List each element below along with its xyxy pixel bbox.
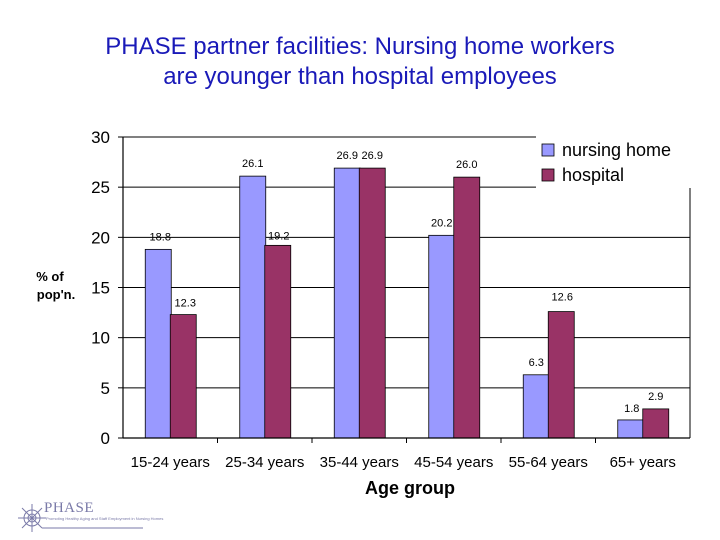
bar-value-label: 19.2	[268, 230, 289, 242]
bar-hospital	[453, 176, 481, 439]
bar-nursing-home	[617, 419, 645, 439]
y-tick-label: 0	[101, 429, 110, 448]
legend-swatch-hospital	[541, 168, 555, 182]
chart-title: PHASE partner facilities: Nursing home w…	[0, 32, 720, 92]
x-tick-label: 65+ years	[610, 454, 676, 471]
bar-nursing-home	[239, 175, 267, 439]
y-tick-label: 5	[101, 379, 110, 398]
y-axis-label-line-2: pop'n.	[37, 287, 75, 302]
chart-title-line-1: PHASE partner facilities: Nursing home w…	[105, 33, 615, 60]
chart-title-line-2: are younger than hospital employees	[163, 63, 557, 90]
y-tick-label: 25	[91, 178, 110, 197]
y-tick-label: 30	[91, 128, 110, 147]
logo-tagline: Promoting Healthy Aging and Staff Employ…	[46, 516, 164, 521]
bar-hospital	[169, 314, 197, 439]
legend-box	[536, 133, 696, 188]
bar-value-label: 20.2	[431, 217, 452, 229]
x-tick-label: 45-54 years	[414, 454, 493, 471]
y-tick-label: 15	[91, 279, 110, 298]
bar-hospital	[264, 244, 292, 439]
x-axis-label: Age group	[365, 478, 455, 498]
phase-logo-icon	[18, 504, 143, 532]
y-axis-label-line-1: % of	[36, 269, 64, 284]
bar-nursing-home	[333, 167, 361, 439]
x-tick-label: 15-24 years	[131, 454, 210, 471]
bar-value-label: 6.3	[529, 357, 544, 369]
bar-value-label: 26.9	[337, 150, 358, 162]
bar-value-label: 26.9	[362, 150, 383, 162]
bar-nursing-home	[144, 248, 172, 439]
legend-label-nursing-home: nursing home	[562, 140, 671, 160]
bar-hospital	[642, 408, 670, 439]
bar-value-label: 26.1	[242, 158, 263, 170]
bar-value-label: 18.8	[150, 231, 171, 243]
y-tick-label: 10	[91, 329, 110, 348]
bar-nursing-home	[522, 374, 550, 439]
bar-hospital	[547, 311, 575, 439]
bar-hospital	[358, 167, 386, 439]
bar-value-label: 12.6	[552, 292, 573, 304]
bar-value-label: 1.8	[624, 403, 639, 415]
logo-wordmark: PHASE	[44, 500, 95, 516]
legend-label-hospital: hospital	[562, 165, 624, 185]
legend-swatch-nursing-home	[541, 143, 555, 157]
bar-value-label: 26.0	[456, 159, 477, 171]
y-tick-label: 20	[91, 228, 110, 247]
x-tick-label: 55-64 years	[509, 454, 588, 471]
bar-value-label: 12.3	[175, 298, 196, 310]
bar-nursing-home	[428, 234, 456, 439]
x-tick-label: 25-34 years	[225, 454, 304, 471]
x-tick-label: 35-44 years	[320, 454, 399, 471]
bar-value-label: 2.9	[648, 391, 663, 403]
